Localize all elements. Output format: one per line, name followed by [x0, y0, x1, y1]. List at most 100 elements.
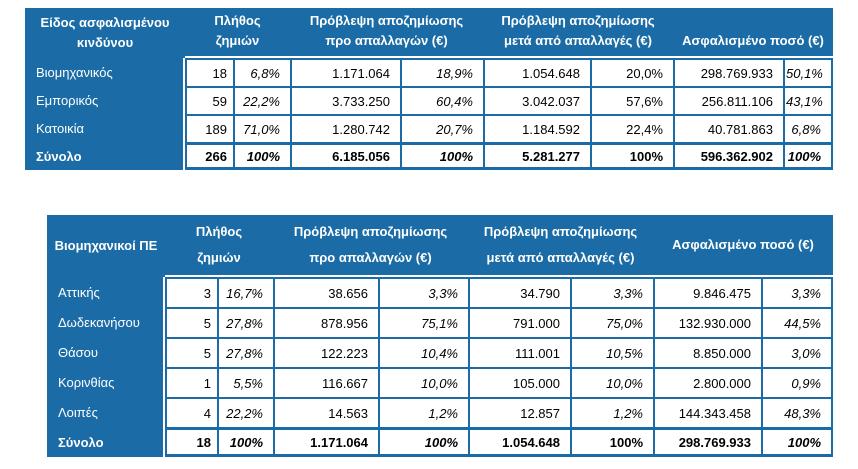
- provision-after-total-cell: 1.054.648: [468, 427, 570, 457]
- insured-pct-cell: 48,3%: [761, 397, 833, 427]
- header-insured-amount: Ασφαλισμένο ποσό (€): [673, 8, 833, 58]
- industrial-region-table: Βιομηχανικοί ΠΕ Πλήθος ζημιών Πρόβλεψη α…: [47, 215, 833, 457]
- claims-pct-cell: 27,8%: [217, 307, 273, 337]
- insured-amount-total-cell: 596.362.902: [673, 142, 783, 170]
- provision-after-pct-total-cell: 100%: [590, 142, 673, 170]
- row-label-cell: Κορινθίας: [47, 367, 165, 397]
- claims-count-cell: 5: [165, 337, 217, 367]
- insured-amount-cell: 298.769.933: [673, 58, 783, 86]
- claims-pct-cell: 22,2%: [217, 397, 273, 427]
- table-row: Βιομηχανικός 18 6,8% 1.171.064 18,9% 1.0…: [25, 58, 833, 86]
- provision-before-total-cell: 6.185.056: [290, 142, 400, 170]
- insured-amount-cell: 132.930.000: [653, 307, 761, 337]
- claims-count-cell: 3: [165, 277, 217, 307]
- insured-amount-cell: 2.800.000: [653, 367, 761, 397]
- provision-before-cell: 14.563: [273, 397, 378, 427]
- claims-pct-total-cell: 100%: [233, 142, 290, 170]
- header-claims-count: Πλήθος ζημιών: [165, 215, 273, 277]
- total-row: Σύνολο 18 100% 1.171.064 100% 1.054.648 …: [47, 427, 833, 457]
- header-region-group-label: Βιομηχανικοί ΠΕ: [54, 237, 158, 253]
- provision-before-cell: 116.667: [273, 367, 378, 397]
- header-provision-before: Πρόβλεψη αποζημίωσης προ απαλλαγών (€): [273, 215, 468, 277]
- provision-before-pct-cell: 18,9%: [400, 58, 483, 86]
- row-label-cell: Αττικής: [47, 277, 165, 307]
- provision-after-pct-cell: 22,4%: [590, 114, 673, 142]
- provision-before-pct-total-cell: 100%: [400, 142, 483, 170]
- provision-after-cell: 34.790: [468, 277, 570, 307]
- header-insured-amount-label: Ασφαλισμένο ποσό (€): [682, 32, 824, 48]
- provision-before-pct-cell: 10,4%: [378, 337, 468, 367]
- insured-pct-cell: 6,8%: [783, 114, 833, 142]
- claims-count-cell: 189: [185, 114, 233, 142]
- row-label-cell: Εμπορικός: [25, 86, 185, 114]
- insured-amount-cell: 8.850.000: [653, 337, 761, 367]
- provision-before-pct-cell: 75,1%: [378, 307, 468, 337]
- claims-count-total-cell: 18: [165, 427, 217, 457]
- header-region-group: Βιομηχανικοί ΠΕ: [47, 215, 165, 277]
- insured-amount-cell: 256.811.106: [673, 86, 783, 114]
- header-insured-amount-label: Ασφαλισμένο ποσό (€): [672, 236, 814, 252]
- provision-after-pct-cell: 75,0%: [570, 307, 653, 337]
- table-row: Δωδεκανήσου 5 27,8% 878.956 75,1% 791.00…: [47, 307, 833, 337]
- header-provision-before: Πρόβλεψη αποζημίωσης προ απαλλαγών (€): [290, 8, 483, 58]
- provision-before-cell: 1.280.742: [290, 114, 400, 142]
- claims-pct-cell: 22,2%: [233, 86, 290, 114]
- provision-after-cell: 1.054.648: [483, 58, 590, 86]
- table-row: Εμπορικός 59 22,2% 3.733.250 60,4% 3.042…: [25, 86, 833, 114]
- insured-pct-cell: 3,3%: [761, 277, 833, 307]
- claims-pct-cell: 5,5%: [217, 367, 273, 397]
- claims-count-total-cell: 266: [185, 142, 233, 170]
- claims-count-cell: 5: [165, 307, 217, 337]
- total-row: Σύνολο 266 100% 6.185.056 100% 5.281.277…: [25, 142, 833, 170]
- insured-pct-cell: 43,1%: [783, 86, 833, 114]
- provision-before-pct-total-cell: 100%: [378, 427, 468, 457]
- table-row: Θάσου 5 27,8% 122.223 10,4% 111.001 10,5…: [47, 337, 833, 367]
- claims-pct-cell: 16,7%: [217, 277, 273, 307]
- table-row: Κατοικία 189 71,0% 1.280.742 20,7% 1.184…: [25, 114, 833, 142]
- provision-after-pct-total-cell: 100%: [570, 427, 653, 457]
- total-label-cell: Σύνολο: [25, 142, 185, 170]
- insured-amount-cell: 40.781.863: [673, 114, 783, 142]
- claims-count-cell: 18: [185, 58, 233, 86]
- provision-before-pct-cell: 20,7%: [400, 114, 483, 142]
- table-row: Κορινθίας 1 5,5% 116.667 10,0% 105.000 1…: [47, 367, 833, 397]
- table-row: Αττικής 3 16,7% 38.656 3,3% 34.790 3,3% …: [47, 277, 833, 307]
- header-risk-type: Είδος ασφαλισμένου κινδύνου: [25, 8, 185, 58]
- insured-pct-total-cell: 100%: [783, 142, 833, 170]
- provision-after-cell: 12.857: [468, 397, 570, 427]
- insured-pct-cell: 50,1%: [783, 58, 833, 86]
- provision-after-pct-cell: 10,5%: [570, 337, 653, 367]
- provision-before-pct-cell: 10,0%: [378, 367, 468, 397]
- header-provision-after-label: Πρόβλεψη αποζημίωσης μετά από απαλλαγές …: [483, 224, 638, 265]
- provision-before-cell: 1.171.064: [290, 58, 400, 86]
- provision-after-pct-cell: 20,0%: [590, 58, 673, 86]
- provision-before-cell: 38.656: [273, 277, 378, 307]
- insured-pct-cell: 3,0%: [761, 337, 833, 367]
- header-provision-after: Πρόβλεψη αποζημίωσης μετά από απαλλαγές …: [468, 215, 653, 277]
- header-claims-count: Πλήθος ζημιών: [185, 8, 290, 58]
- header-row: Είδος ασφαλισμένου κινδύνου Πλήθος ζημιώ…: [25, 8, 833, 58]
- provision-after-pct-cell: 57,6%: [590, 86, 673, 114]
- provision-after-pct-cell: 3,3%: [570, 277, 653, 307]
- provision-after-pct-cell: 10,0%: [570, 367, 653, 397]
- provision-before-pct-cell: 1,2%: [378, 397, 468, 427]
- insured-pct-cell: 44,5%: [761, 307, 833, 337]
- provision-after-cell: 791.000: [468, 307, 570, 337]
- header-claims-count-label: Πλήθος ζημιών: [195, 224, 243, 265]
- insured-amount-cell: 144.343.458: [653, 397, 761, 427]
- header-insured-amount: Ασφαλισμένο ποσό (€): [653, 215, 833, 277]
- header-provision-before-label: Πρόβλεψη αποζημίωσης προ απαλλαγών (€): [293, 224, 448, 265]
- header-row: Βιομηχανικοί ΠΕ Πλήθος ζημιών Πρόβλεψη α…: [47, 215, 833, 277]
- provision-before-cell: 878.956: [273, 307, 378, 337]
- provision-after-cell: 105.000: [468, 367, 570, 397]
- risk-type-table: Είδος ασφαλισμένου κινδύνου Πλήθος ζημιώ…: [25, 8, 833, 170]
- claims-pct-total-cell: 100%: [217, 427, 273, 457]
- insured-amount-total-cell: 298.769.933: [653, 427, 761, 457]
- row-label-cell: Κατοικία: [25, 114, 185, 142]
- provision-after-pct-cell: 1,2%: [570, 397, 653, 427]
- provision-after-cell: 3.042.037: [483, 86, 590, 114]
- insured-pct-cell: 0,9%: [761, 367, 833, 397]
- header-provision-before-label: Πρόβλεψη αποζημίωσης προ απαλλαγών (€): [309, 13, 464, 48]
- claims-count-cell: 1: [165, 367, 217, 397]
- claims-pct-cell: 71,0%: [233, 114, 290, 142]
